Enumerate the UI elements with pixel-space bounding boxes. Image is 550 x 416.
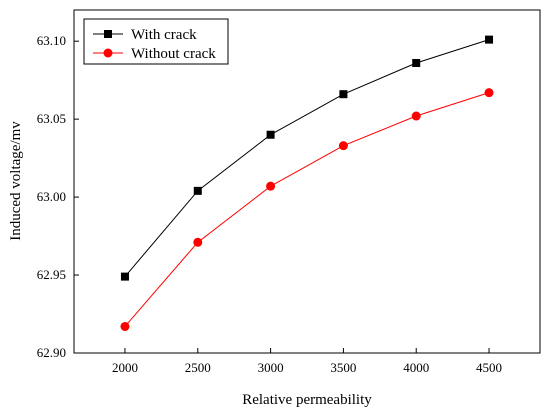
legend-marker-without-crack	[103, 48, 113, 58]
series-line-with-crack	[124, 39, 490, 277]
data-point-with-crack	[266, 130, 275, 139]
data-point-without-crack	[266, 181, 276, 191]
series-line-without-crack	[124, 92, 490, 327]
legend-marker-with-crack	[104, 30, 112, 38]
data-point-with-crack	[193, 186, 202, 195]
data-point-without-crack	[411, 111, 421, 121]
data-point-without-crack	[193, 237, 203, 247]
x-axis-title: Relative permeability	[242, 392, 372, 408]
y-tick-label: 63.10	[37, 33, 66, 48]
data-point-without-crack	[120, 321, 130, 331]
x-axis: 2000 2500 3000 3500 4000 4500	[112, 348, 502, 375]
y-axis-title: Induced voltage/mv	[8, 121, 24, 241]
x-tick-label: 3500	[330, 360, 356, 375]
x-tick-label: 4500	[476, 360, 502, 375]
y-tick-label: 63.05	[37, 111, 66, 126]
data-point-with-crack	[485, 35, 494, 44]
y-axis: 62.90 62.95 63.00 63.05 63.10	[37, 33, 79, 360]
y-tick-label: 63.00	[37, 189, 66, 204]
data-point-with-crack	[412, 59, 421, 68]
data-point-without-crack	[338, 141, 348, 151]
y-tick-label: 62.90	[37, 345, 66, 360]
legend-label-without-crack: Without crack	[131, 46, 216, 62]
y-tick-label: 62.95	[37, 267, 66, 282]
data-point-with-crack	[339, 90, 348, 99]
x-tick-label: 3000	[258, 360, 284, 375]
legend-label-with-crack: With crack	[131, 27, 197, 43]
x-tick-label: 2000	[112, 360, 138, 375]
legend: With crack Without crack	[83, 18, 229, 65]
x-tick-label: 2500	[185, 360, 211, 375]
series-layer	[120, 35, 494, 331]
x-tick-label: 4000	[403, 360, 429, 375]
data-point-with-crack	[120, 272, 129, 281]
data-point-without-crack	[484, 88, 494, 98]
